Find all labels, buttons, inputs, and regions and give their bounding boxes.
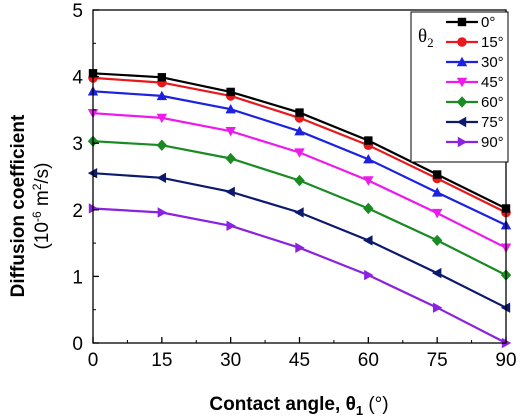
legend-item: 60°: [446, 94, 504, 111]
x-tick-label: 60: [358, 350, 379, 371]
data-point: [431, 267, 442, 279]
y-axis-unit: (10-6 m2/s): [30, 162, 53, 249]
data-point: [363, 202, 374, 215]
legend-item: 0°: [446, 14, 495, 31]
data-point: [226, 87, 235, 97]
y-axis-title-line1: Diffusion coefficient: [8, 114, 29, 297]
data-point: [363, 235, 373, 246]
data-point: [363, 153, 374, 164]
legend-label: 15°: [481, 34, 504, 51]
data-point: [156, 139, 168, 151]
data-point: [432, 302, 443, 313]
legend-label: 30°: [481, 54, 504, 71]
data-point: [295, 242, 305, 253]
data-point: [156, 172, 167, 184]
legend-title: θ2: [418, 26, 434, 50]
legend-item: 75°: [446, 114, 504, 131]
data-point: [294, 126, 305, 136]
data-point: [157, 73, 167, 82]
data-point: [225, 152, 236, 165]
legend-marker: [457, 136, 468, 148]
data-point: [294, 207, 304, 218]
y-tick-label: 3: [72, 134, 83, 155]
x-tick-label: 90: [495, 350, 516, 371]
data-point: [225, 186, 235, 198]
legend-label: 60°: [481, 94, 504, 111]
data-point: [157, 207, 168, 218]
data-point: [432, 170, 442, 179]
x-axis-title: Contact angle, θ1 (°): [209, 394, 388, 418]
series-75°: [87, 167, 511, 313]
legend-label: 0°: [481, 14, 495, 31]
data-point: [431, 208, 443, 219]
data-point: [364, 136, 373, 145]
x-tick-label: 15: [151, 350, 172, 371]
data-point: [156, 90, 168, 101]
y-tick-label: 4: [72, 68, 83, 89]
legend-marker: [456, 96, 468, 108]
legend-marker: [456, 56, 468, 67]
y-tick-label: 2: [72, 201, 83, 222]
legend-marker: [457, 17, 467, 27]
y-tick-label: 0: [72, 334, 83, 355]
legend-box: [410, 11, 509, 163]
data-point: [156, 113, 168, 124]
data-point: [431, 187, 443, 197]
legend-marker: [456, 77, 468, 88]
series-line: [92, 172, 507, 309]
x-tick-label: 0: [88, 350, 99, 371]
legend-label: 90°: [481, 134, 504, 151]
data-point: [364, 269, 374, 281]
data-point: [226, 220, 236, 231]
data-point: [225, 127, 236, 137]
legend: θ2 0° 15° 30° 45° 60° 75° 90°: [410, 11, 509, 163]
legend-label: 75°: [481, 114, 504, 131]
data-point: [363, 176, 374, 186]
legend-item: 45°: [446, 74, 504, 91]
y-axis-title: Diffusion coefficient (10-6 m2/s): [8, 114, 53, 297]
x-tick-label: 30: [220, 350, 241, 371]
series-30°: [87, 86, 512, 230]
legend-label: 45°: [481, 74, 504, 91]
y-tick-label: 1: [72, 267, 83, 288]
data-point: [294, 174, 305, 187]
series-60°: [87, 135, 512, 281]
svg-text:Diffusion coefficient: Diffusion coefficient: [8, 114, 29, 297]
legend-marker: [457, 37, 467, 47]
x-tick-label: 45: [289, 350, 310, 371]
series-90°: [88, 203, 512, 349]
data-point: [295, 108, 304, 117]
legend-items: 0° 15° 30° 45° 60° 75° 90°: [446, 14, 504, 151]
plot-area: [87, 69, 512, 349]
legend-item: 15°: [446, 34, 504, 51]
legend-item: 30°: [446, 54, 504, 71]
legend-item: 90°: [446, 134, 504, 151]
y-tick-label: 5: [72, 1, 83, 22]
data-point: [294, 148, 305, 158]
data-point: [225, 104, 236, 114]
data-point: [431, 234, 443, 247]
x-tick-label: 75: [427, 350, 448, 371]
legend-marker: [456, 116, 467, 128]
